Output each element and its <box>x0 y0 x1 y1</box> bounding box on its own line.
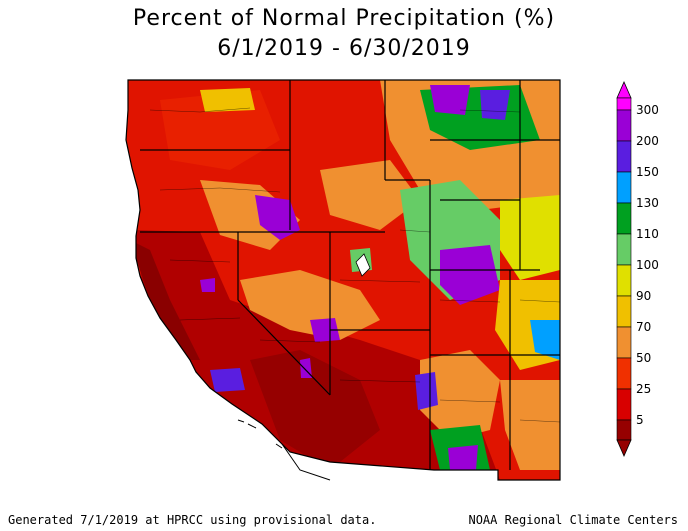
precip-spot-wa-yellow <box>200 88 255 112</box>
legend-arrow-bottom <box>616 439 632 457</box>
precip-spot-or-purple <box>255 195 300 240</box>
precip-region-coast <box>130 240 200 360</box>
legend-swatch-25 <box>616 357 632 390</box>
legend-label-50: 50 <box>636 351 652 365</box>
legend-swatch-100 <box>616 233 632 266</box>
legend-swatch-70 <box>616 295 632 328</box>
legend-swatch-0 <box>616 419 632 441</box>
precip-region-nm-purple <box>448 445 478 470</box>
region-outline <box>125 79 561 481</box>
channel-islands <box>237 419 283 449</box>
legend-label-90: 90 <box>636 289 652 303</box>
legend-arrow-top <box>616 81 632 99</box>
precip-region-id <box>320 160 420 230</box>
legend-swatch-50 <box>616 326 632 359</box>
footer-credit: NOAA Regional Climate Centers <box>468 513 678 527</box>
precip-spot-ca-purple <box>200 278 215 292</box>
precip-region-mt-blue <box>480 90 510 120</box>
ca-nv-line-b <box>237 299 331 396</box>
legend-swatch-5 <box>616 388 632 421</box>
precip-region-co-purple <box>440 245 500 305</box>
legend-swatch-90 <box>616 264 632 297</box>
precip-region-nm <box>420 350 500 440</box>
great-salt-lake <box>355 253 371 277</box>
legend-swatch-130 <box>616 171 632 204</box>
legend-label-110: 110 <box>636 227 659 241</box>
legend-colorbar <box>616 81 632 457</box>
legend-label-25: 25 <box>636 382 652 396</box>
precip-field <box>126 80 560 480</box>
legend-label-200: 200 <box>636 134 659 148</box>
precip-spot-socal-purple <box>210 368 245 392</box>
legend-swatch-200 <box>616 109 632 142</box>
baja-outline <box>281 443 331 481</box>
state-boundaries <box>125 79 561 481</box>
legend-swatch-150 <box>616 140 632 173</box>
precip-spot-nv-purple <box>310 318 340 342</box>
precip-region-ks-blue <box>530 320 560 360</box>
legend-label-100: 100 <box>636 258 659 272</box>
legend-swatch-300 <box>616 97 632 111</box>
county-boundaries <box>149 107 561 423</box>
map-date-range: 6/1/2019 - 6/30/2019 <box>217 36 471 61</box>
precip-region-nv <box>240 270 380 340</box>
legend-label-150: 150 <box>636 165 659 179</box>
precip-region-tx <box>500 380 560 470</box>
county-lines <box>149 107 561 423</box>
legend-label-70: 70 <box>636 320 652 334</box>
precip-region-ne <box>500 195 560 280</box>
map-title: Percent of Normal Precipitation (%) <box>132 6 556 31</box>
legend-label-5: 5 <box>636 413 644 427</box>
legend-label-130: 130 <box>636 196 659 210</box>
footer-generated-note: Generated 7/1/2019 at HPRCC using provis… <box>8 513 377 527</box>
precip-spot-nm-blue <box>415 372 438 410</box>
legend-label-300: 300 <box>636 103 659 117</box>
precip-region-mt-purple <box>430 85 470 115</box>
legend-swatch-110 <box>616 202 632 235</box>
